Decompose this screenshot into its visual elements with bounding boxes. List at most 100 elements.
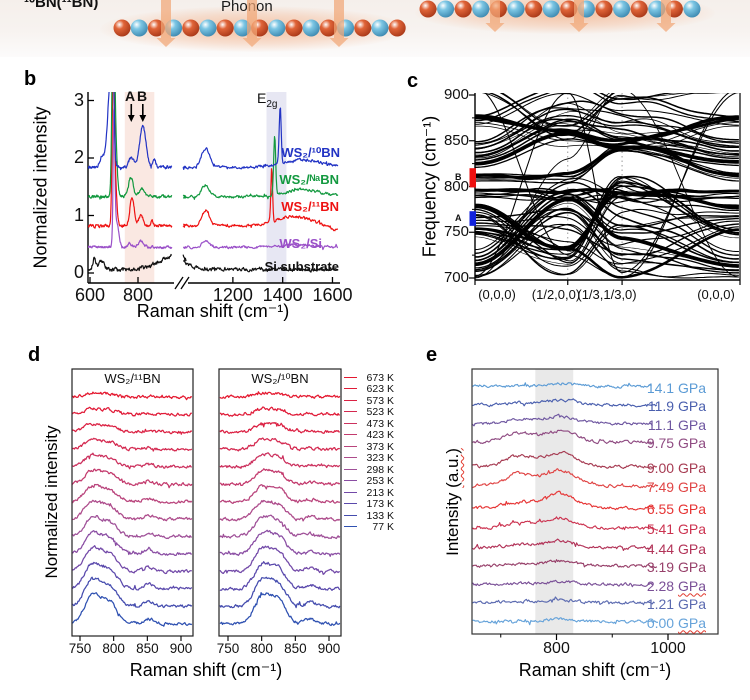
panel-b-ytick-0: 0 [73, 262, 84, 282]
panel-e-pressure-label-5: 7.49 GPa [636, 479, 706, 495]
panel-d-xtick-0-850: 850 [136, 641, 159, 656]
panel-c-klabel-1: (1/2,0,0) [531, 287, 581, 302]
pressure-unit: GPa [677, 614, 706, 631]
atom-nitrogen [683, 0, 701, 18]
panel-c-ytick-750: 750 [443, 223, 469, 241]
atom-boron [560, 0, 578, 18]
panel-d-xtick-0-800: 800 [102, 641, 125, 656]
pressure-value: 5.41 [646, 521, 678, 537]
panel-e-spectra [472, 382, 659, 626]
atom-boron [630, 0, 648, 18]
panel-b-spectra [88, 92, 339, 273]
atom-boron [388, 19, 406, 37]
panel-e-pressure-label-0: 14.1 GPa [636, 380, 706, 396]
panel-d-title-1: WS₂/¹⁰BN [251, 371, 309, 386]
panel-d-legend-label-9: 253 K [366, 475, 394, 488]
panel-b-series-label-3: WS₂/Si [279, 236, 322, 251]
pressure-value: 7.49 [646, 479, 678, 495]
panel-b-series-label-4: Si substrate [264, 259, 339, 274]
panel-e-pressure-label-3: 9.75 GPa [636, 435, 706, 451]
atom-nitrogen [613, 0, 631, 18]
pressure-value: 4.44 [646, 540, 678, 557]
pressure-value: 0.00 [646, 614, 678, 631]
panel-d-legend-label-3: 523 K [366, 406, 394, 419]
pressure-unit: GPa [677, 501, 706, 517]
panel-e-pressure-label-11: 1.21 GPa [636, 596, 706, 612]
pressure-unit: GPa [677, 435, 706, 451]
panel-d-spectra-1 [219, 391, 341, 627]
atom-boron [147, 19, 165, 37]
atom-nitrogen [302, 19, 320, 37]
pressure-value: 9.00 [646, 459, 678, 476]
pressure-value: 11.9 [647, 398, 678, 414]
panel-d-legend-line-0 [344, 377, 357, 378]
pressure-value: 14.1 [646, 379, 678, 396]
panel-letter-d: d [28, 344, 41, 366]
panel-d-legend-line-10 [344, 491, 357, 493]
panel-d-legend-label-7: 323 K [366, 452, 394, 465]
panel-b-series-label-1: WS₂/ᴺᵃBN [279, 172, 339, 187]
atom-nitrogen [371, 19, 389, 37]
pressure-value: 2.28 [646, 577, 678, 594]
atom-nitrogen [437, 0, 455, 18]
pressure-unit: GPa [677, 559, 706, 575]
phonon-arrow-icon [161, 0, 171, 39]
panel-c-ytick-700: 700 [443, 269, 469, 286]
atom-boron [454, 0, 472, 18]
panel-c-marker-label-A: A [455, 212, 462, 223]
panel-c-klabel-0: (0,0,0) [478, 287, 516, 302]
panel-d-xtick-1-800: 800 [250, 641, 273, 656]
phonon-label: Phonon [221, 0, 273, 15]
pressure-unit: GPa [677, 540, 706, 557]
pressure-value: 6.55 [646, 501, 678, 517]
panel-e-pressure-label-1: 11.9 GPa [636, 398, 706, 414]
panel-d-legend-label-5: 423 K [366, 429, 394, 442]
panel-d-xtick-1-750: 750 [216, 641, 240, 656]
phonon-arrow-icon [574, 0, 584, 24]
phonon-arrow-icon [247, 0, 257, 39]
panel-c-ytick-800: 800 [443, 177, 469, 195]
panel-d-xtick-0-750: 750 [68, 641, 92, 656]
panel-d-legend-line-8 [344, 468, 357, 470]
panel-d-legend-line-2 [344, 399, 357, 401]
panel-d [71, 368, 342, 641]
panel-d-legend-label-2: 573 K [366, 394, 394, 407]
panel-a-corner-label: ¹⁰BN(¹¹BN) [24, 0, 99, 11]
panel-c [469, 93, 741, 285]
panel-c-bands [475, 93, 740, 279]
panel-d-legend-label-10: 213 K [366, 486, 394, 499]
pressure-unit: GPa [677, 379, 706, 396]
phonon-arrow-icon [334, 0, 344, 39]
atom-boron [182, 19, 200, 37]
panel-c-marker-B [469, 168, 476, 188]
panel-d-legend-label-1: 623 K [366, 383, 394, 396]
panel-e-ylabel: Intensity (a.u.) [443, 382, 463, 622]
panel-e-xlabel: Raman shift (cm⁻¹) [518, 660, 672, 680]
panel-d-legend-line-12 [344, 514, 357, 516]
panel-d-xtick-1-850: 850 [284, 641, 307, 656]
panel-e-pressure-label-7: 5.41 GPa [636, 521, 706, 537]
panel-e-pressure-label-2: 11.1 GPa [636, 417, 706, 433]
panel-e-ylabel-plain: Intensity [443, 487, 462, 556]
panel-c-ytick-900: 900 [443, 86, 469, 103]
panel-d-title-0: WS₂/¹¹BN [104, 371, 161, 386]
panel-d-xtick-0-900: 900 [169, 641, 193, 656]
panel-d-legend-line-1 [344, 388, 357, 390]
panel-b-xtick-600: 600 [74, 285, 106, 305]
panel-letter-c: c [407, 70, 419, 92]
panel-d-legend-line-11 [344, 503, 357, 505]
panel-b-xlabel: Raman shift (cm⁻¹) [136, 301, 290, 321]
panel-d-xlabel: Raman shift (cm⁻¹) [129, 660, 283, 680]
panel-d-ylabel: Normalized intensity [42, 425, 61, 579]
atom-nitrogen [130, 19, 148, 37]
panel-b-xtick-1600: 1600 [312, 285, 353, 305]
panel-b-annotation-B: B [137, 88, 148, 104]
panel-e-pressure-label-4: 9.00 GPa [636, 460, 706, 476]
atom-boron [419, 0, 437, 18]
atom-boron [525, 0, 543, 18]
panel-d-legend-label-8: 298 K [366, 463, 394, 476]
panel-d-xtick-1-900: 900 [317, 641, 341, 656]
panel-d-legend-label-6: 373 K [366, 440, 394, 453]
atom-nitrogen [268, 19, 286, 37]
